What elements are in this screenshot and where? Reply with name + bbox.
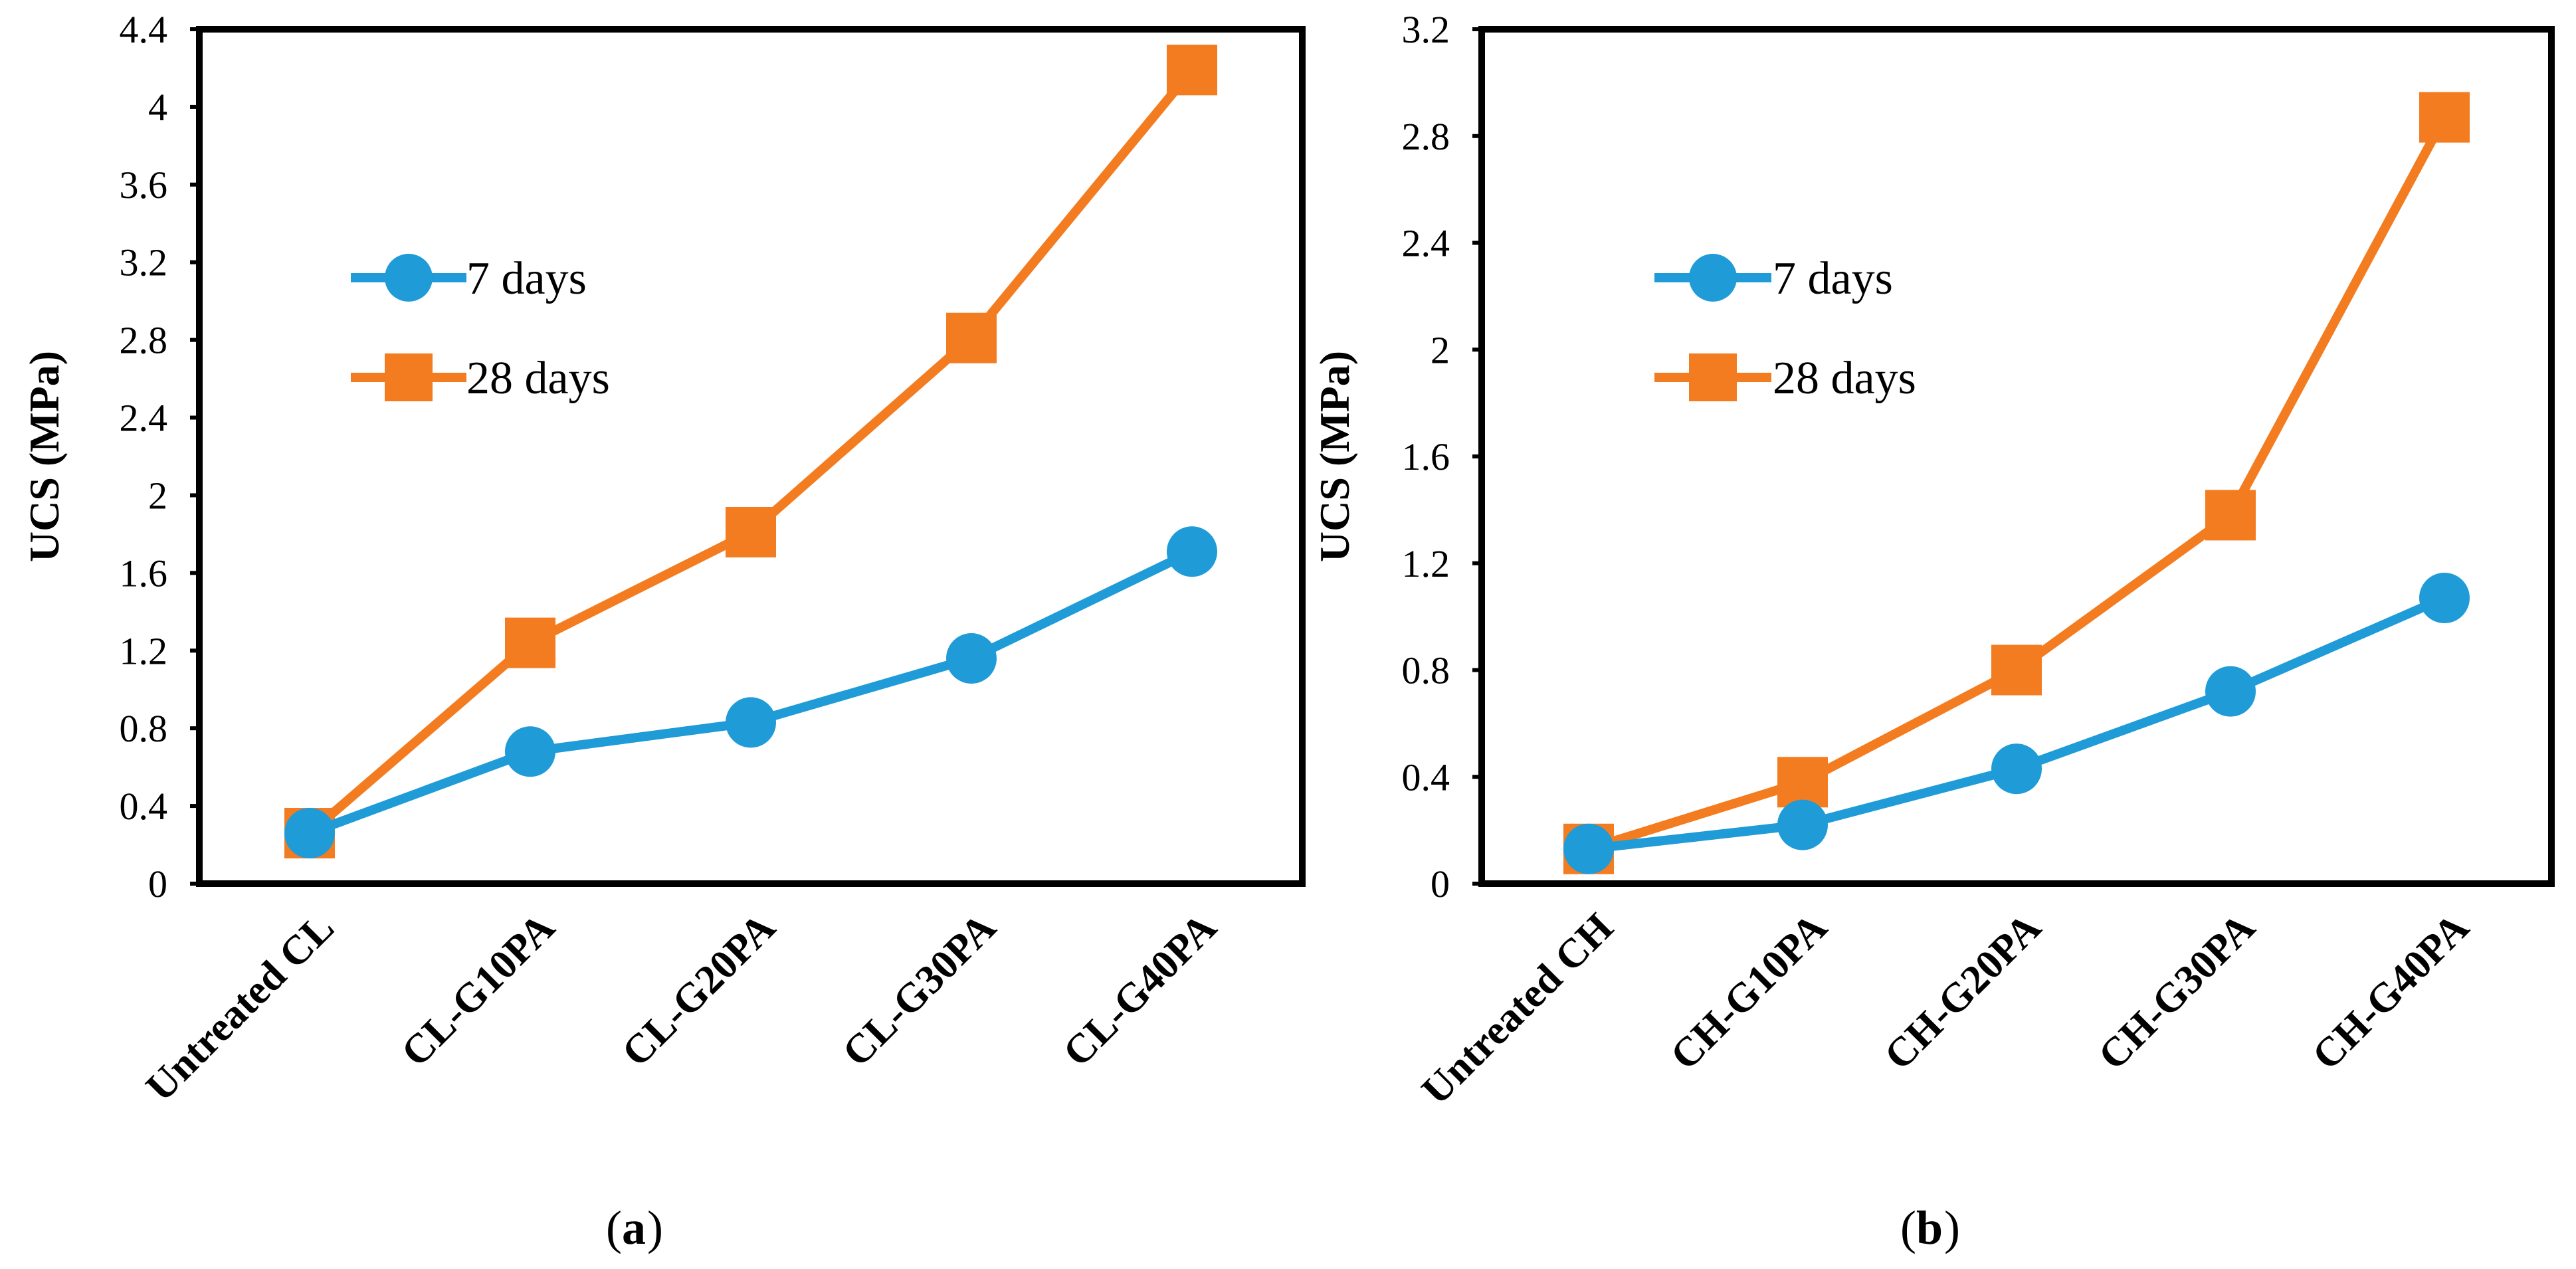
y-tick-label: 2 [148,474,167,517]
data-point-square [1991,644,2042,696]
data-point-circle [1991,743,2042,795]
y-tick-label: 1.2 [1402,542,1450,585]
data-point-square [1167,45,1217,96]
x-category-label: CH-G20PA [1876,905,2050,1079]
data-point-circle [1563,823,1614,874]
y-tick-label: 2.8 [1402,115,1450,158]
y-tick-label: 1.2 [120,629,168,672]
data-point-square [726,506,776,557]
legend-marker-square [385,353,433,401]
y-tick-label: 3.6 [120,163,168,207]
data-point-square [505,617,555,668]
y-tick-label: 3.2 [1402,8,1450,51]
legend-marker-circle [1689,254,1737,302]
x-category-label: CL-G30PA [834,905,1005,1076]
x-category-label: CL-G40PA [1054,905,1225,1076]
y-tick-label: 2.4 [1402,222,1450,265]
y-tick-label: 2 [1431,328,1450,371]
y-tick-label: 0.4 [1402,755,1450,799]
chart-panel-b: 0 0.4 0.8 1.2 1.6 2 2.4 2.8 3.2 Untreated CH CH-G1… [1311,8,2555,1114]
caption-b-open: ( [1900,1201,1916,1254]
legend-label: 7 days [466,253,587,304]
y-tick-label: 0.8 [1402,649,1450,692]
y-tick-label: 2.8 [120,319,168,362]
legend-label: 28 days [1773,353,1916,404]
caption-b-letter: b [1916,1201,1943,1254]
data-point-circle [284,808,335,859]
data-point-circle [946,633,997,684]
data-point-circle [1777,799,1828,850]
chart-panel-a: 0 0.4 0.8 1.2 1.6 2 2.4 2.8 3.2 3.6 4 4.4 Untreated … [21,8,1306,1110]
y-tick-label: 0.4 [120,785,168,828]
x-category-label: CL-G20PA [613,905,784,1076]
data-point-square [1777,757,1828,808]
x-category-label: Untreated CL [138,905,343,1110]
x-category-label: Untreated CH [1413,905,1622,1114]
data-point-square [2419,92,2470,143]
data-point-circle [2419,572,2470,623]
y-tick-label: 0 [1431,862,1450,906]
data-point-circle [2205,666,2256,717]
y-tick-label: 4.4 [120,8,168,51]
x-category-label: CH-G10PA [1662,905,1836,1079]
data-point-square [2205,490,2256,541]
x-category-label: CL-G10PA [393,905,563,1076]
caption-a-open: ( [606,1201,622,1254]
plot-frame [196,26,1306,887]
legend-label: 7 days [1773,253,1893,304]
y-tick-label: 2.4 [120,397,168,440]
y-tick-label: 3.2 [120,241,168,284]
y-tick-label: 1.6 [120,551,168,595]
x-category-label: CH-G30PA [2090,905,2264,1079]
data-point-circle [726,697,776,748]
y-axis-label: UCS (MPa) [1311,351,1358,562]
data-point-circle [1167,526,1217,577]
series-line-1 [1584,112,2449,854]
y-tick-label: 4 [148,86,167,129]
y-axis-label: UCS (MPa) [21,351,68,562]
data-point-square [946,312,997,363]
y-tick-label: 0.8 [120,707,168,750]
caption-a-close: ) [647,1201,663,1254]
x-category-label: CH-G40PA [2304,905,2478,1079]
series-line-0 [305,547,1197,838]
legend-marker-square [1689,353,1737,401]
legend-label: 28 days [466,353,610,404]
data-point-circle [505,726,555,777]
y-tick-label: 0 [148,862,167,906]
y-tick-label: 1.6 [1402,435,1450,478]
caption-a-letter: a [622,1201,646,1254]
caption-b-close: ) [1944,1201,1960,1254]
legend-marker-circle [385,254,433,302]
